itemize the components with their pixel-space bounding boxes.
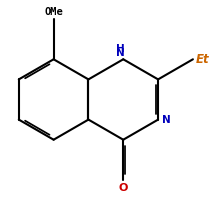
Text: H: H bbox=[117, 44, 125, 54]
Text: OMe: OMe bbox=[44, 7, 63, 17]
Text: N: N bbox=[117, 49, 125, 59]
Text: Et: Et bbox=[196, 53, 210, 66]
Text: O: O bbox=[119, 183, 128, 193]
Text: N: N bbox=[162, 115, 170, 125]
